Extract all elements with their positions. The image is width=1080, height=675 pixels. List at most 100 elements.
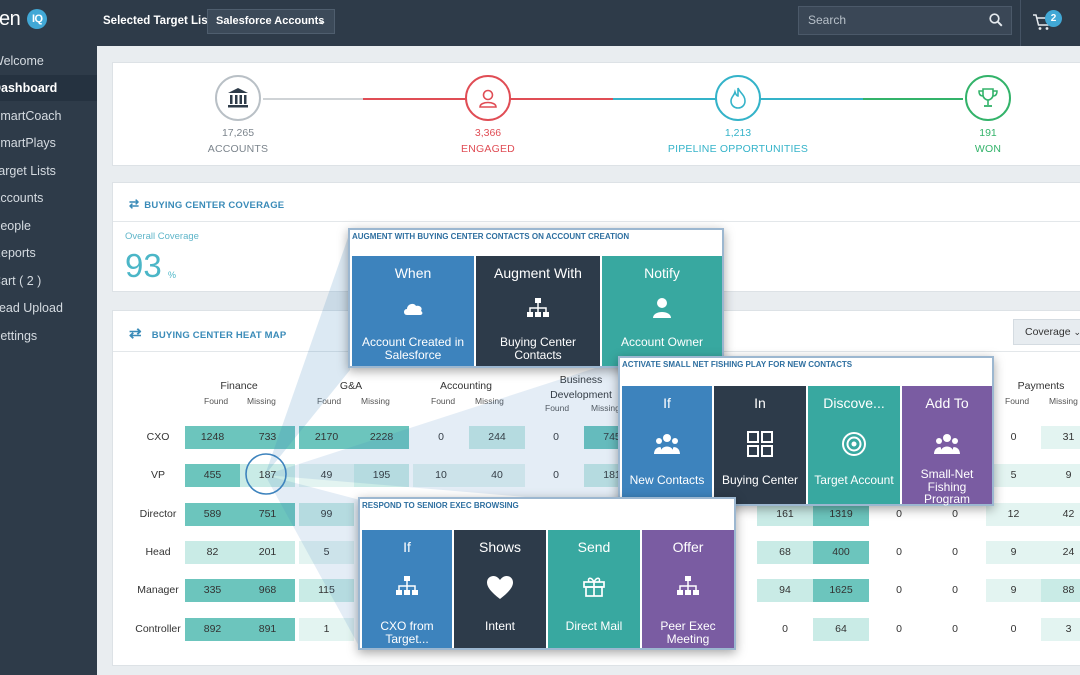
heat-cell[interactable]: 68 <box>757 541 813 564</box>
tile-notify[interactable]: Notify Account Owner <box>602 256 722 366</box>
target-list-select[interactable]: Salesforce Accounts ⌄ <box>207 9 335 34</box>
highlight-ring <box>245 453 287 495</box>
heat-cell[interactable]: 0 <box>952 623 958 635</box>
heat-cell[interactable]: 1248 <box>185 426 240 449</box>
sidebar-item-smartplays[interactable]: SmartPlays <box>0 136 56 150</box>
heat-cell[interactable]: 9 <box>986 541 1041 564</box>
automation-card-small-net-fishing[interactable]: ACTIVATE SMALL NET FISHING PLAY FOR NEW … <box>618 356 994 506</box>
funnel-stage-accounts[interactable]: 17,265 ACCOUNTS <box>163 75 313 155</box>
heat-cell[interactable]: 99 <box>299 503 354 526</box>
heat-cell[interactable]: 24 <box>1041 541 1080 564</box>
heat-cell[interactable]: 400 <box>813 541 869 564</box>
automation-card-augment[interactable]: AUGMENT WITH BUYING CENTER CONTACTS ON A… <box>348 228 724 368</box>
heat-cell[interactable]: 0 <box>782 623 788 635</box>
tile-offer[interactable]: Offer Peer Exec Meeting <box>642 530 734 648</box>
heat-cell[interactable]: 0 <box>896 546 902 558</box>
heat-cell[interactable]: 0 <box>952 584 958 596</box>
heat-cell[interactable]: 9 <box>1041 464 1080 487</box>
heat-cell[interactable]: 589 <box>185 503 240 526</box>
heat-cell[interactable]: 0 <box>553 431 559 443</box>
sidebar-item-reports[interactable]: Reports <box>0 246 36 260</box>
sidebar-item-people[interactable]: People <box>0 219 31 233</box>
heat-cell[interactable]: 10 <box>413 464 469 487</box>
sidebar-item-target-lists[interactable]: Target Lists <box>0 164 56 178</box>
heat-cell[interactable]: 9 <box>986 579 1041 602</box>
tile-discover[interactable]: Discove... Target Account <box>808 386 900 504</box>
overall-coverage-value: 93 <box>125 247 162 284</box>
sidebar-item-dashboard[interactable]: Dashboard <box>0 75 97 101</box>
tile-if[interactable]: If New Contacts <box>622 386 712 504</box>
tile-heading: Shows <box>478 539 522 555</box>
sub-header-missing: Missing <box>475 396 504 406</box>
heat-cell[interactable]: 0 <box>896 623 902 635</box>
heat-cell[interactable]: 0 <box>1010 623 1017 635</box>
heat-cell[interactable]: 201 <box>240 541 295 564</box>
heat-cell[interactable]: 0 <box>553 469 559 481</box>
heat-cell[interactable]: 115 <box>299 579 354 602</box>
funnel-stage-pipeline[interactable]: 1,213 PIPELINE OPPORTUNITIES <box>663 75 813 155</box>
heat-cell[interactable]: 891 <box>240 618 295 641</box>
coverage-dropdown[interactable]: Coverage ⌄ <box>1013 319 1080 345</box>
sidebar-item-lead-upload[interactable]: Lead Upload <box>0 301 63 315</box>
automation-card-senior-exec[interactable]: RESPOND TO SENIOR EXEC BROWSING If CXO f… <box>358 497 736 650</box>
funnel-stage-engaged[interactable]: 3,366 ENGAGED <box>413 75 563 155</box>
tile-subtext: Buying Center <box>721 473 799 487</box>
heart-icon <box>487 576 513 599</box>
tile-subtext: New Contacts <box>629 473 705 487</box>
heat-cell[interactable]: 968 <box>240 579 295 602</box>
heat-cell[interactable]: 40 <box>469 464 525 487</box>
funnel-stage-won[interactable]: 191 WON <box>913 75 1063 155</box>
tile-when[interactable]: When Account Created in Salesforce <box>352 256 474 366</box>
app-logo[interactable]: ten IQ <box>0 8 48 32</box>
heat-cell[interactable]: 0 <box>952 508 958 520</box>
heat-cell[interactable]: 0 <box>896 584 902 596</box>
heat-cell[interactable]: 5 <box>299 541 354 564</box>
sidebar-item-settings[interactable]: Settings <box>0 329 38 343</box>
heat-cell[interactable]: 733 <box>240 426 295 449</box>
heat-cell[interactable]: 0 <box>896 508 902 520</box>
heat-cell[interactable]: 12 <box>986 503 1041 526</box>
search-icon[interactable] <box>989 13 1003 27</box>
heat-cell[interactable]: 94 <box>757 579 813 602</box>
tile-send[interactable]: Send Direct Mail <box>548 530 640 648</box>
heat-cell[interactable]: 161 <box>757 503 813 526</box>
swap-icon: ⇄ <box>129 197 140 211</box>
sidebar-item-accounts[interactable]: Accounts <box>0 191 44 205</box>
heat-cell[interactable]: 1 <box>299 618 354 641</box>
heat-cell[interactable]: 0 <box>952 546 958 558</box>
tile-shows[interactable]: Shows Intent <box>454 530 546 648</box>
tile-augment-with[interactable]: Augment With Buying Center Contacts <box>476 256 600 366</box>
heat-cell[interactable]: 1319 <box>813 503 869 526</box>
heat-cell[interactable]: 31 <box>1041 426 1080 449</box>
tile-if[interactable]: If CXO from Target... <box>362 530 452 648</box>
sidebar-item-welcome[interactable]: Welcome <box>0 54 44 68</box>
heat-cell[interactable]: 187 <box>240 464 295 487</box>
heat-cell[interactable]: 64 <box>813 618 869 641</box>
funnel-circle <box>465 75 511 121</box>
heat-cell[interactable]: 5 <box>986 464 1041 487</box>
search-input[interactable]: Search <box>798 6 1012 35</box>
heat-cell[interactable]: 2228 <box>354 426 409 449</box>
heat-cell[interactable]: 195 <box>354 464 409 487</box>
heat-cell[interactable]: 88 <box>1041 579 1080 602</box>
heat-cell[interactable]: 751 <box>240 503 295 526</box>
heat-cell[interactable]: 82 <box>185 541 240 564</box>
heat-cell[interactable]: 892 <box>185 618 240 641</box>
heat-cell[interactable]: 2170 <box>299 426 354 449</box>
heat-cell[interactable]: 0 <box>438 431 444 443</box>
sidebar-item-cart[interactable]: Cart ( 2 ) <box>0 274 42 288</box>
heat-cell[interactable]: 1625 <box>813 579 869 602</box>
heat-cell[interactable]: 0 <box>1010 431 1017 443</box>
heat-cell[interactable]: 335 <box>185 579 240 602</box>
heat-cell[interactable]: 455 <box>185 464 240 487</box>
heat-cell[interactable]: 3 <box>1041 618 1080 641</box>
sidebar-item-smartcoach[interactable]: SmartCoach <box>0 109 62 123</box>
tile-subtext: Intent <box>484 619 516 633</box>
tile-in[interactable]: In Buying Center <box>714 386 806 504</box>
heat-cell[interactable]: 42 <box>1041 503 1080 526</box>
heat-cell[interactable]: 49 <box>299 464 354 487</box>
tile-heading: Augment With <box>494 265 582 281</box>
funnel-label: WON <box>974 143 1002 155</box>
heat-cell[interactable]: 244 <box>469 426 525 449</box>
tile-add-to[interactable]: Add To Small-Net Fishing Program <box>902 386 992 505</box>
